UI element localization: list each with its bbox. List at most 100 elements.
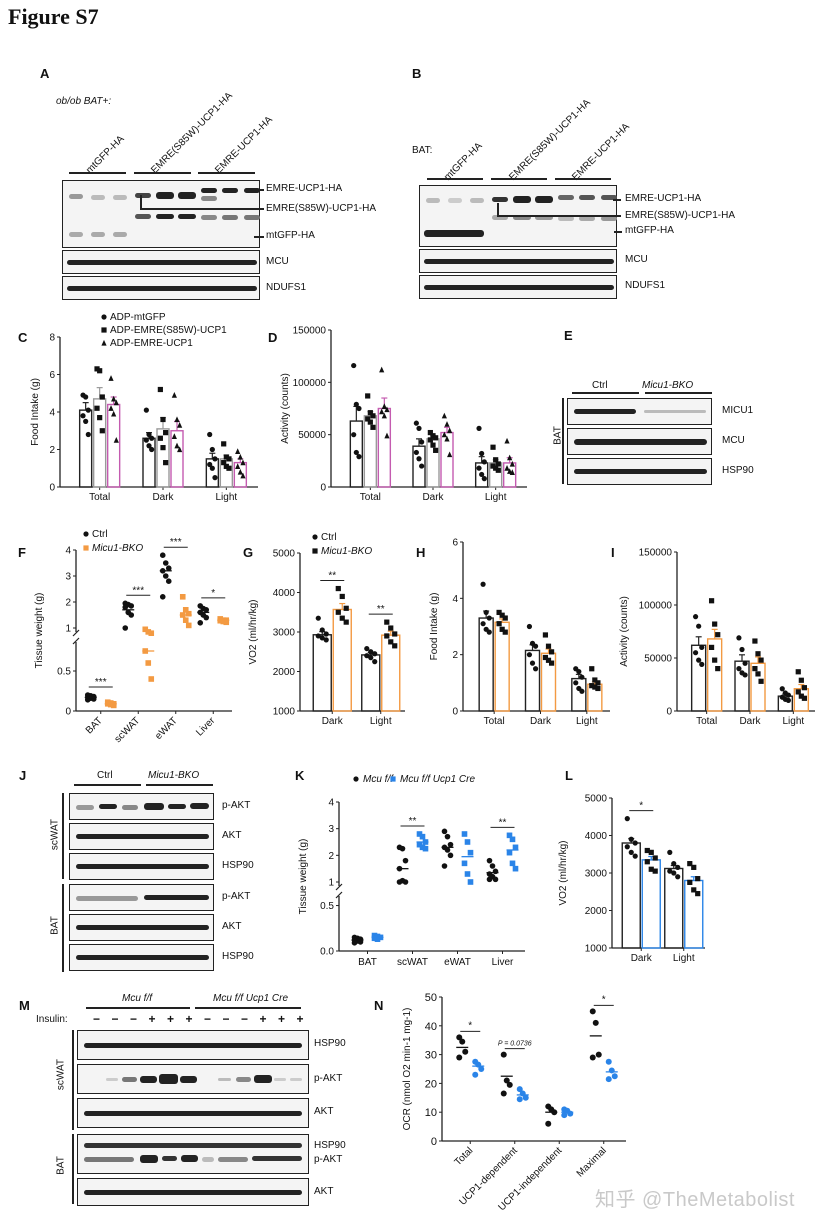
y-tick-label: 0.0 [320,947,334,958]
data-point [416,831,423,837]
y-axis-label: Food Intake (g) [30,378,41,446]
y-tick-label: 4 [49,408,55,419]
data-point [94,405,100,411]
data-point [371,935,378,942]
data-point [462,1048,469,1055]
data-point [509,836,516,843]
data-point [472,1071,479,1078]
bar [377,407,392,488]
y-tick-label: 8 [49,333,55,344]
data-point [479,450,485,457]
tissue-bracket [72,1030,74,1130]
y-tick-label: 6 [49,370,55,381]
data-point [146,431,152,438]
data-point [396,879,403,885]
y-tick-label: 2 [452,650,458,661]
data-point [197,620,204,626]
data-point [113,437,119,443]
data-point [422,845,429,852]
band-pointer [256,189,264,191]
data-point [696,623,702,629]
data-point [499,612,505,618]
data-point [339,615,345,621]
data-point [235,448,241,454]
data-point [516,1086,523,1093]
data-point [162,560,169,566]
data-point [128,612,135,618]
data-point [447,852,454,859]
data-point [648,849,654,855]
data-point [695,876,701,882]
data-point [99,394,105,400]
y-tick-label: 50 [425,992,437,1004]
band-label: mtGFP-HA [266,230,315,241]
axis-break [335,883,343,891]
blot-akt [77,1178,309,1206]
data-point [712,621,718,627]
blot-p-akt [77,1064,309,1094]
x-tick-label: Total [360,492,381,503]
significance-label: * [602,994,606,1005]
data-point [483,609,489,616]
data-point [220,618,227,625]
significance-label: * [211,588,215,599]
y-axis-label: Tissue weight (g) [298,839,309,915]
bar [690,644,707,712]
y-tick-label: 4 [452,594,458,605]
data-point [798,677,804,683]
group-line [572,392,639,394]
data-point [801,685,808,691]
data-point [507,454,513,461]
data-point [589,1054,596,1061]
data-point [624,844,630,850]
significance-label: ** [328,571,336,582]
significance-label: *** [132,585,144,596]
data-point [592,1019,599,1026]
band-pointer [254,236,264,238]
data-point [343,605,349,611]
x-tick-label: BAT [358,957,377,968]
data-point [427,429,433,436]
tissue-bracket [62,793,64,879]
data-point [486,615,492,621]
data-point [111,410,117,417]
data-point [335,585,341,592]
data-point [712,657,718,663]
data-point [413,449,419,456]
bar [106,403,121,488]
panel-label-d: D [268,330,278,345]
band-label: EMRE(S85W)-UCP1-HA [266,203,377,214]
y-tick-label: 50000 [644,654,672,665]
data-point [795,689,801,695]
data-point [399,845,406,852]
legend-label: ADP-EMRE(S85W)-UCP1 [110,325,227,336]
data-point [687,879,693,885]
data-point [353,401,359,407]
data-point [179,594,186,600]
data-point [351,432,357,438]
data-point [108,405,114,411]
data-point [83,545,89,551]
band-label: MICU1 [722,405,754,416]
legend-label: Mcu f/f Ucp1 Cre [400,774,475,785]
band-label: p-AKT [222,891,251,902]
data-point [500,1051,507,1058]
blot-ha [62,180,260,248]
data-point [381,403,387,410]
data-point [516,1096,523,1103]
data-point [101,339,107,346]
y-axis-label: Activity (counts) [619,596,630,667]
blot-hsp90 [69,944,214,971]
data-point [433,447,439,453]
data-point [356,454,362,460]
data-point [675,864,681,870]
band-pointer [497,215,621,217]
x-tick-label: eWAT [444,957,471,968]
data-point [502,629,508,635]
insulin-sign: + [185,1012,193,1026]
data-point [459,1038,466,1045]
band-label: EMRE(S85W)-UCP1-HA [625,210,736,221]
data-point [223,619,230,626]
blot-mcu [62,250,260,274]
